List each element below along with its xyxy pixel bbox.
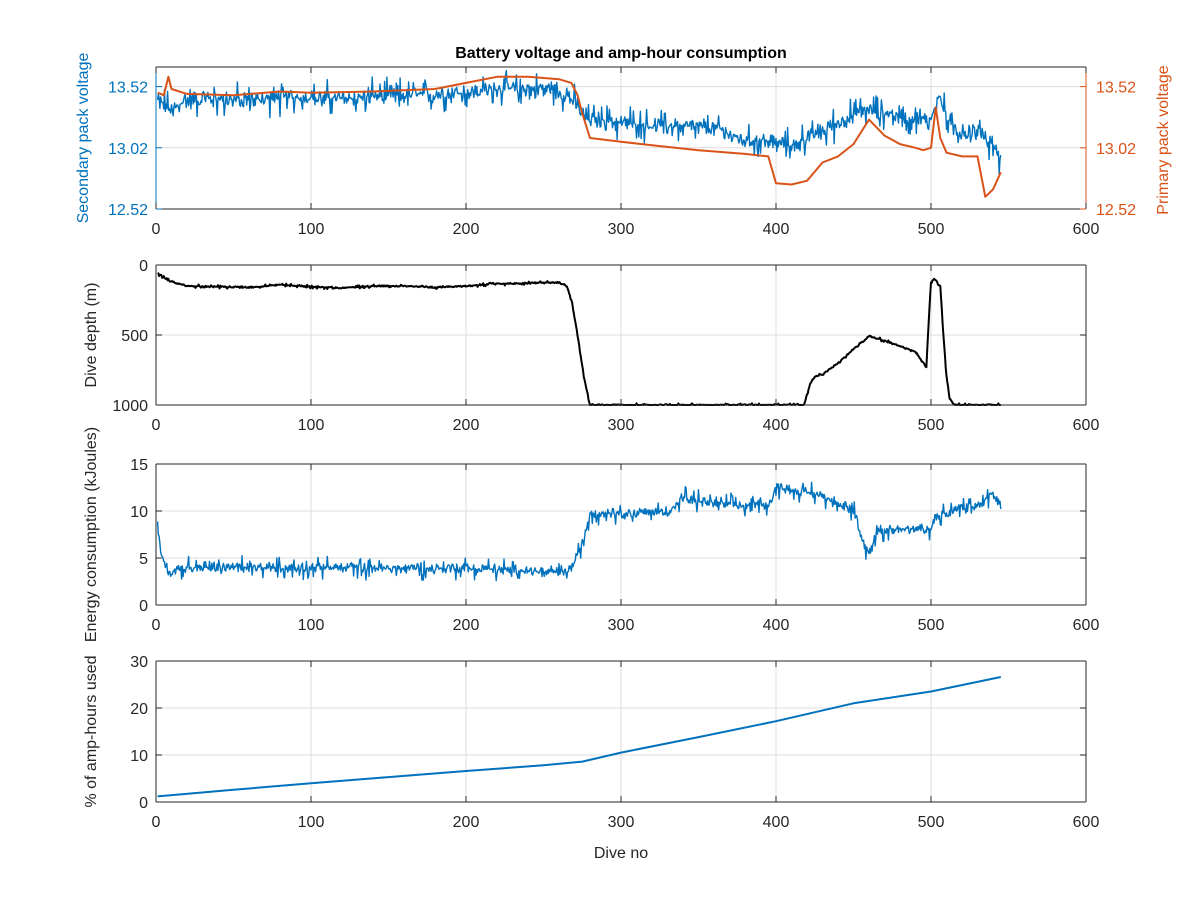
x-tick-label: 200 [453, 617, 480, 634]
x-tick-label: 100 [298, 617, 325, 634]
y-tick-label: 0 [139, 598, 148, 615]
chart-panel-1: 0 100 200 300 400 500 600 12.52 12.52 13.02 13.02 1… [75, 53, 1172, 238]
y-tick-label-right: 12.52 [1096, 202, 1136, 219]
y-tick-label-right: 13.52 [1096, 80, 1136, 97]
series-line-2 [157, 75, 1002, 198]
y-tick-label: 12.52 [108, 202, 148, 219]
x-tick-label: 300 [608, 221, 635, 238]
series-line-1 [157, 676, 1002, 798]
y-tick-label: 10 [130, 504, 148, 521]
x-tick-label: 500 [918, 221, 945, 238]
y-tick-label: 500 [121, 328, 148, 345]
chart-panel-4: 0 100 200 300 400 500 600 0 10 20 30 % of amp-hours… [83, 654, 1099, 831]
y-tick-label: 20 [130, 701, 148, 718]
y-tick-label: 0 [139, 795, 148, 812]
y-tick-label: 13.02 [108, 141, 148, 158]
x-tick-label: 100 [298, 417, 325, 434]
x-tick-label: 200 [453, 417, 480, 434]
y-axis-label: % of amp-hours used [83, 655, 100, 807]
x-tick-label: 0 [152, 617, 161, 634]
y-tick-label: 0 [139, 258, 148, 275]
x-tick-label: 300 [608, 814, 635, 831]
chart-panel-2: 0 100 200 300 400 500 600 0 500 1000 Dive depth (m… [83, 258, 1099, 434]
series-line-1 [156, 481, 1002, 582]
y-tick-label: 5 [139, 551, 148, 568]
y-axis-label: Secondary pack voltage [75, 53, 92, 224]
x-tick-label: 300 [608, 617, 635, 634]
x-tick-label: 600 [1073, 417, 1100, 434]
y-tick-label: 30 [130, 654, 148, 671]
x-tick-label: 600 [1073, 814, 1100, 831]
x-tick-label: 200 [453, 221, 480, 238]
x-tick-label: 0 [152, 814, 161, 831]
x-tick-label: 500 [918, 814, 945, 831]
x-tick-label: 400 [763, 417, 790, 434]
figure-title: Battery voltage and amp-hour consumption [455, 45, 787, 62]
series-line-1 [157, 272, 1001, 406]
x-tick-label: 100 [298, 221, 325, 238]
y-tick-label: 1000 [112, 398, 148, 415]
y-axis-label-right: Primary pack voltage [1155, 65, 1172, 214]
x-tick-label: 500 [918, 417, 945, 434]
x-tick-label: 100 [298, 814, 325, 831]
x-tick-label: 400 [763, 617, 790, 634]
x-tick-label: 600 [1073, 221, 1100, 238]
x-tick-label: 400 [763, 814, 790, 831]
y-tick-label: 10 [130, 748, 148, 765]
y-axis-label: Dive depth (m) [83, 283, 100, 388]
y-tick-label: 15 [130, 457, 148, 474]
x-tick-label: 300 [608, 417, 635, 434]
x-tick-label: 600 [1073, 617, 1100, 634]
y-tick-label-right: 13.02 [1096, 141, 1136, 158]
chart-panel-3: 0 100 200 300 400 500 600 0 5 10 15 Energy consumpt… [83, 427, 1099, 642]
x-axis-label: Dive no [594, 845, 648, 862]
x-tick-label: 0 [152, 417, 161, 434]
x-tick-label: 0 [152, 221, 161, 238]
x-tick-label: 400 [763, 221, 790, 238]
x-tick-label: 500 [918, 617, 945, 634]
y-tick-label: 13.52 [108, 80, 148, 97]
x-tick-label: 200 [453, 814, 480, 831]
series-line-1 [156, 69, 1002, 176]
y-axis-label: Energy consumption (kJoules) [83, 427, 100, 642]
